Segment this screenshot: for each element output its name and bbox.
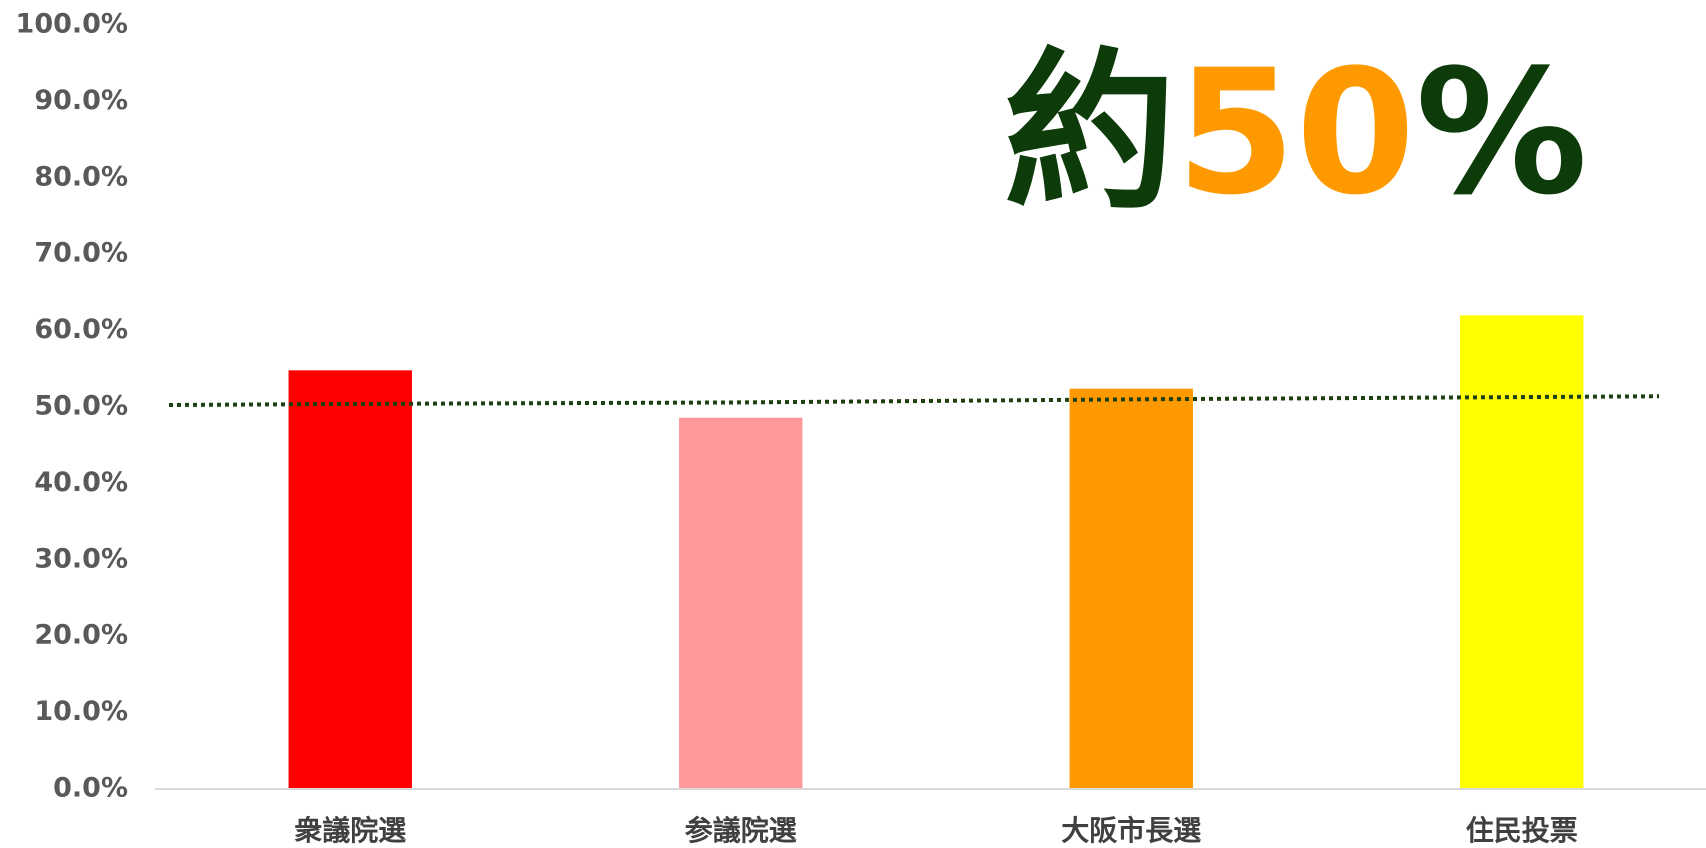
x-tick-label: 参議院選 — [685, 814, 797, 847]
annotation: 約50% — [1004, 32, 1588, 233]
x-tick-label: 住民投票 — [1466, 814, 1578, 847]
annotation-part: 50 — [1176, 32, 1415, 233]
y-tick-label: 50.0% — [34, 391, 128, 422]
y-tick-label: 10.0% — [34, 696, 128, 727]
bar — [1460, 315, 1584, 789]
y-tick-label: 30.0% — [34, 543, 128, 574]
y-tick-label: 20.0% — [34, 620, 128, 651]
y-tick-label: 40.0% — [34, 467, 128, 498]
y-tick-label: 0.0% — [53, 773, 128, 804]
bar — [1069, 388, 1193, 789]
y-tick-label: 60.0% — [34, 314, 128, 345]
y-tick-label: 90.0% — [34, 85, 128, 116]
annotation-part: 約 — [1004, 32, 1176, 233]
bar — [288, 370, 412, 789]
annotation-part: % — [1415, 32, 1587, 233]
y-tick-label: 70.0% — [34, 238, 128, 269]
bar — [679, 417, 803, 789]
y-tick-label: 80.0% — [34, 161, 128, 192]
x-tick-label: 大阪市長選 — [1061, 814, 1201, 847]
y-tick-label: 100.0% — [16, 9, 128, 40]
x-tick-label: 衆議院選 — [294, 814, 406, 847]
